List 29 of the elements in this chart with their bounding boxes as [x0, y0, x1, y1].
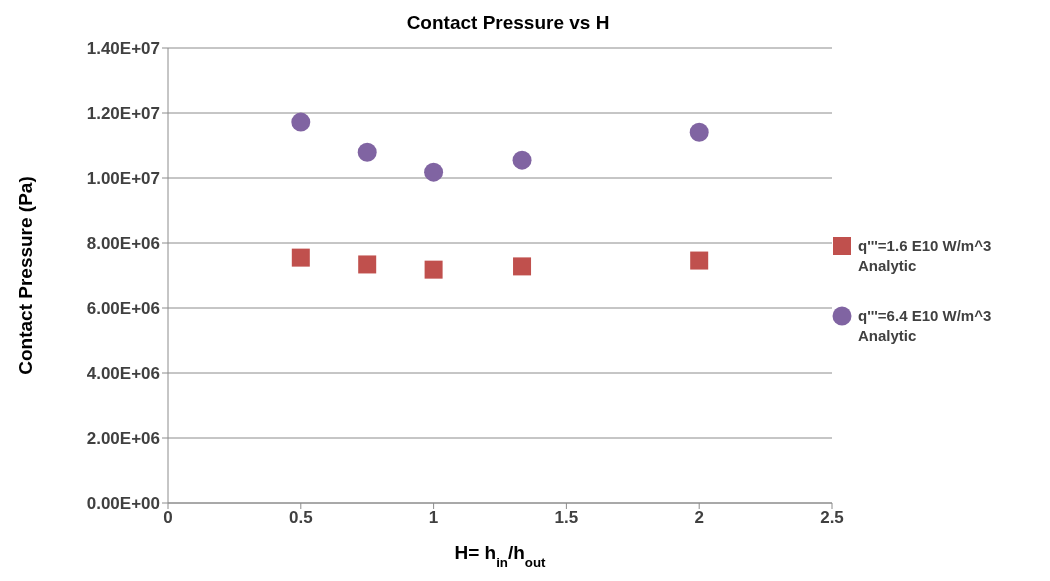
point: [690, 251, 709, 270]
point: [291, 248, 310, 267]
y-tick-label: 1.20E+07: [86, 104, 160, 124]
point: [291, 112, 311, 132]
point: [357, 142, 377, 162]
y-tick-label: 6.00E+06: [86, 299, 160, 319]
y-tick-label: 1.40E+07: [86, 39, 160, 59]
point: [424, 162, 444, 182]
point: [689, 122, 709, 142]
x-tick-label: 0: [163, 508, 173, 528]
x-tick-label: 2.5: [820, 508, 844, 528]
legend-label: q'''=1.6 E10 W/m^3 Analytic: [858, 235, 993, 276]
x-tick-label: 1: [428, 508, 439, 528]
point: [512, 150, 532, 170]
legend-label: q'''=6.4 E10 W/m^3 Analytic: [858, 305, 993, 346]
y-axis-title: Contact Pressure (Pa): [15, 176, 36, 375]
x-tick-label: 1.5: [554, 508, 579, 528]
point: [513, 257, 532, 276]
y-tick-label: 8.00E+06: [86, 234, 160, 254]
chart-title: Contact Pressure vs H: [405, 12, 611, 34]
y-tick-label: 2.00E+06: [86, 429, 160, 449]
x-tick-label: 0.5: [288, 508, 313, 528]
y-tick-label: 1.00E+07: [86, 169, 160, 189]
point: [424, 260, 443, 279]
y-tick-label: 0.00E+00: [86, 494, 160, 514]
x-axis-title: H= h$_{in}$/h$_{out}$: [454, 542, 547, 570]
y-tick-label: 4.00E+06: [86, 364, 160, 384]
point: [358, 255, 377, 274]
x-tick-label: 2: [694, 508, 704, 528]
